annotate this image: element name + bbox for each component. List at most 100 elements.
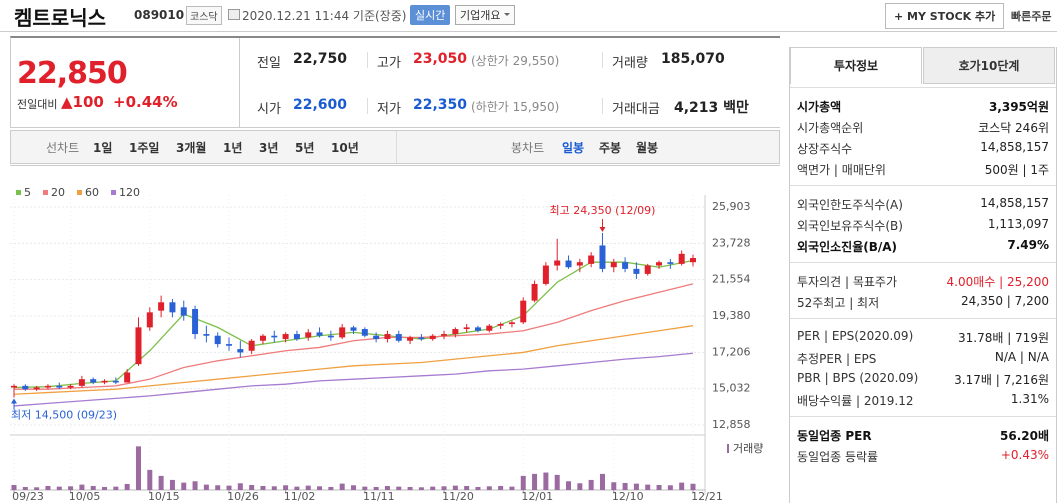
info-value: 14,858,157 (980, 196, 1049, 210)
candle-tab[interactable]: 주봉 (599, 141, 622, 155)
header: 켐트로닉스 089010 코스닥 2020.12.21 11:44 기준(장중)… (0, 0, 1057, 32)
stat-value: 4,213 백만 (674, 100, 749, 116)
candle-tab[interactable]: 월봉 (636, 141, 659, 155)
legend-swatch (111, 190, 116, 195)
candle-body (486, 325, 493, 331)
period-tabs: 선차트 1일 1주일 3개월 1년 3년 5년 10년 봉차트 일봉 주봉 월봉 (10, 130, 780, 164)
info-label: PBR | BPS (2020.09) (797, 371, 919, 385)
volume-bar (554, 474, 560, 490)
candle-body (214, 335, 221, 345)
mystock-button[interactable]: + MY STOCK 추가 (885, 3, 1005, 29)
info-row: 외국인소진율(B/A) 7.49% (797, 235, 1049, 255)
realtime-button[interactable]: 실시간 (410, 5, 451, 25)
info-value: 1.31% (1010, 392, 1049, 406)
volume-bar (305, 485, 311, 490)
separator (396, 131, 397, 163)
candle-body (554, 260, 561, 266)
period-tab[interactable]: 5년 (295, 141, 315, 155)
tab-group-label: 봉차트 (511, 141, 545, 155)
candle-body (112, 380, 119, 383)
period-tab[interactable]: 1일 (93, 141, 113, 155)
volume-bar (566, 481, 572, 490)
period-tab[interactable]: 1주일 (129, 141, 160, 155)
candle-body (248, 340, 255, 351)
annotation-arrowhead (11, 398, 17, 404)
candle-body (305, 332, 312, 338)
volume-bar (102, 486, 108, 490)
volume-bar (68, 486, 74, 490)
candle-body (576, 262, 583, 266)
volume-bar (124, 483, 130, 490)
info-value: 24,350 | 7,200 (960, 294, 1049, 308)
volume-bar (441, 486, 447, 490)
y-tick-label: 21,554 (712, 273, 751, 286)
quick-order[interactable]: 빠른주문 (1011, 10, 1052, 23)
company-button[interactable]: 기업개요 (455, 5, 516, 25)
candle-body (67, 385, 74, 388)
calendar-icon (228, 9, 240, 20)
volume-bar (249, 484, 255, 490)
moving-average (13, 325, 694, 395)
change: ▲100 (61, 93, 104, 111)
candle-body (656, 262, 663, 266)
change-label: 전일대비 (17, 98, 58, 111)
volume-bar (34, 487, 40, 490)
candle-body (101, 380, 108, 383)
volume-label: 거래량 (733, 442, 763, 455)
legend-label: 20 (51, 186, 65, 199)
info-label: 외국인소진율(B/A) (797, 240, 898, 254)
volume-bar (464, 485, 470, 490)
volume-bar (317, 486, 323, 490)
info-label: 동일업종 등락률 (797, 450, 879, 464)
volume-bar (11, 484, 17, 490)
market-badge: 코스닥 (186, 6, 222, 25)
candle-body (226, 344, 233, 346)
info-value: +0.43% (1000, 448, 1049, 462)
volume-bar (271, 486, 277, 490)
stat-label: 저가 (377, 102, 401, 117)
period-tab[interactable]: 1년 (223, 141, 243, 155)
volume-bar (577, 483, 583, 490)
info-value: 56.20배 (1000, 429, 1049, 443)
info-row: 외국인보유주식수(B) 1,113,097 (797, 214, 1049, 234)
candle-body (384, 334, 391, 340)
candle-body (259, 335, 266, 341)
stock-title: 켐트로닉스 (14, 6, 106, 30)
candle-body (90, 379, 97, 383)
x-tick-label: 12/01 (521, 490, 553, 503)
tab-group-label: 선차트 (46, 141, 80, 155)
candle-body (497, 324, 504, 326)
info-label: 배당수익률 | 2019.12 (797, 394, 914, 408)
candle-tab[interactable]: 일봉 (562, 141, 585, 155)
info-value: 500원 | 1주 (984, 163, 1049, 177)
legend-label: 120 (119, 186, 140, 199)
moving-average (14, 283, 694, 390)
volume-bar (599, 473, 605, 490)
info-row: 추정PER | EPS N/A | N/A (797, 347, 1049, 367)
info-label: 액면가 | 매매단위 (797, 163, 886, 177)
volume-bar (588, 479, 594, 490)
info-row: PER | EPS(2020.09) 31.78배 | 719원 (797, 326, 1049, 346)
price-box: 22,850 전일대비 ▲100 +0.44% (10, 36, 240, 128)
info-row: 외국인한도주식수(A) 14,858,157 (797, 193, 1049, 213)
info-section: 투자의견 | 목표주가 4.00매수 | 25,200 52주최고 | 최저 24,3… (790, 262, 1056, 319)
period-tab[interactable]: 3년 (259, 141, 279, 155)
volume-bar (656, 484, 662, 490)
stat-label: 거래대금 (612, 102, 660, 117)
volume-bar (181, 482, 187, 490)
info-tab[interactable]: 투자정보 (790, 47, 922, 84)
separator (367, 98, 368, 114)
info-label: 투자의견 | 목표주가 (797, 275, 897, 289)
volume-bar (633, 483, 639, 490)
volume-bar (203, 484, 209, 490)
info-tab[interactable]: 호가10단계 (923, 47, 1055, 84)
stat-note: (하한가 15,950) (471, 100, 560, 114)
period-tab[interactable]: 3개월 (176, 141, 207, 155)
high-annotation: 최고 24,350 (12/09) (549, 204, 655, 217)
x-tick-label: 11/20 (442, 490, 474, 503)
period-tab[interactable]: 10년 (331, 141, 359, 155)
candle-body (531, 283, 538, 301)
y-tick-label: 15,032 (712, 382, 751, 395)
candle-body (565, 260, 572, 268)
chart: 25,903 23,728 21,554 19,380 17,206 15,032 12,8… (10, 165, 780, 503)
